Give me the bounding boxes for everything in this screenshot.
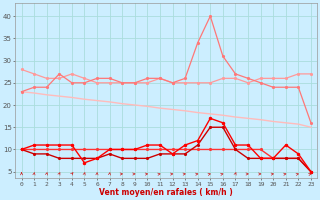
X-axis label: Vent moyen/en rafales ( km/h ): Vent moyen/en rafales ( km/h ) xyxy=(100,188,233,197)
